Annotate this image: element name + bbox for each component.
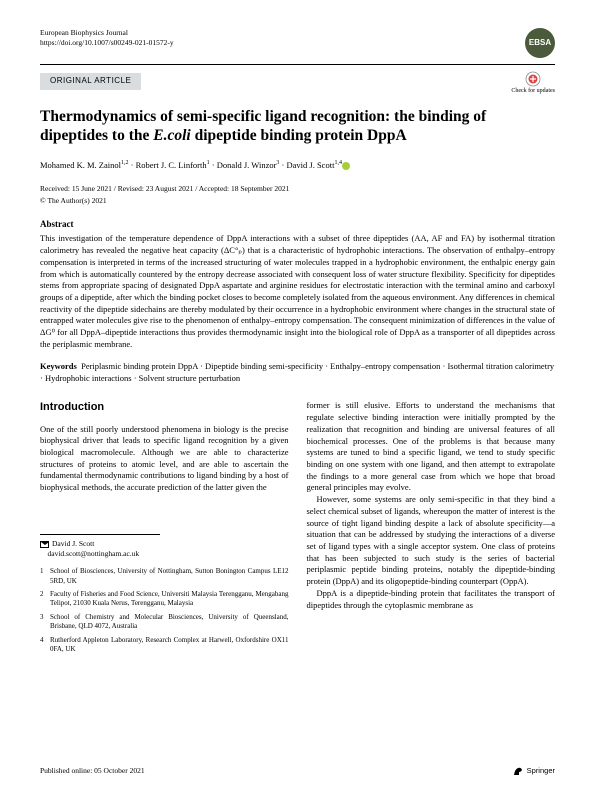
page-header: European Biophysics Journal https://doi.… <box>40 28 555 58</box>
article-dates: Received: 15 June 2021 / Revised: 23 Aug… <box>40 184 555 194</box>
affil-num: 1 <box>40 567 50 586</box>
affil-text: School of Chemistry and Molecular Biosci… <box>50 613 289 632</box>
affil-num: 2 <box>40 590 50 609</box>
title-part2: dipeptide binding protein DppA <box>191 127 407 144</box>
affiliation-item: 3 School of Chemistry and Molecular Bios… <box>40 613 289 632</box>
journal-info: European Biophysics Journal https://doi.… <box>40 28 174 48</box>
check-updates-badge[interactable]: Check for updates <box>511 71 555 95</box>
intro-para-r1: former is still elusive. Efforts to unde… <box>307 400 556 494</box>
correspondence-block: David J. Scott david.scott@nottingham.ac… <box>40 539 289 559</box>
affil-text: School of Biosciences, University of Not… <box>50 567 289 586</box>
affiliation-item: 4 Rutherford Appleton Laboratory, Resear… <box>40 636 289 655</box>
check-updates-icon <box>525 71 541 87</box>
article-type-tag: ORIGINAL ARTICLE <box>40 73 141 90</box>
affil-text: Rutherford Appleton Laboratory, Research… <box>50 636 289 655</box>
abstract-heading: Abstract <box>40 218 555 230</box>
page-footer: Published online: 05 October 2021 Spring… <box>40 765 555 777</box>
left-column: Introduction One of the still poorly und… <box>40 400 289 658</box>
affil-text: Faculty of Fisheries and Food Science, U… <box>50 590 289 609</box>
authors-line: Mohamed K. M. Zainol1,2 · Robert J. C. L… <box>40 159 555 172</box>
affiliations-list: 1 School of Biosciences, University of N… <box>40 567 289 655</box>
abstract-text: This investigation of the temperature de… <box>40 233 555 350</box>
tag-row: ORIGINAL ARTICLE Check for updates <box>40 71 555 95</box>
springer-horse-icon <box>512 765 524 777</box>
right-column: former is still elusive. Efforts to unde… <box>307 400 556 658</box>
corr-email[interactable]: david.scott@nottingham.ac.uk <box>48 549 140 558</box>
intro-para-r2: However, some systems are only semi-spec… <box>307 494 556 588</box>
keywords-text: Periplasmic binding protein DppA · Dipep… <box>40 361 554 383</box>
ebsa-logo-text: EBSA <box>529 38 551 49</box>
introduction-heading: Introduction <box>40 400 289 415</box>
article-title: Thermodynamics of semi-specific ligand r… <box>40 107 555 146</box>
check-updates-label: Check for updates <box>511 88 555 94</box>
keywords-label: Keywords <box>40 361 77 371</box>
orcid-icon[interactable] <box>342 162 350 170</box>
published-online: Published online: 05 October 2021 <box>40 766 145 776</box>
publisher-brand: Springer <box>512 765 555 777</box>
doi-link[interactable]: https://doi.org/10.1007/s00249-021-01572… <box>40 38 174 48</box>
correspondence-divider <box>40 534 160 535</box>
corr-name: David J. Scott <box>52 539 94 548</box>
publisher-name: Springer <box>527 766 555 776</box>
affil-num: 4 <box>40 636 50 655</box>
copyright-line: © The Author(s) 2021 <box>40 196 555 206</box>
divider <box>40 64 555 65</box>
ebsa-logo: EBSA <box>525 28 555 58</box>
authors-text: Mohamed K. M. Zainol1,2 · Robert J. C. L… <box>40 160 342 170</box>
mail-icon <box>40 541 49 548</box>
body-columns: Introduction One of the still poorly und… <box>40 400 555 658</box>
affiliation-item: 2 Faculty of Fisheries and Food Science,… <box>40 590 289 609</box>
keywords-line: Keywords Periplasmic binding protein Dpp… <box>40 361 555 385</box>
intro-para-r3: DppA is a dipeptide-binding protein that… <box>307 588 556 611</box>
affiliation-item: 1 School of Biosciences, University of N… <box>40 567 289 586</box>
intro-para-left: One of the still poorly understood pheno… <box>40 424 289 494</box>
title-italic: E.coli <box>153 127 190 144</box>
affil-num: 3 <box>40 613 50 632</box>
journal-name: European Biophysics Journal <box>40 28 174 38</box>
